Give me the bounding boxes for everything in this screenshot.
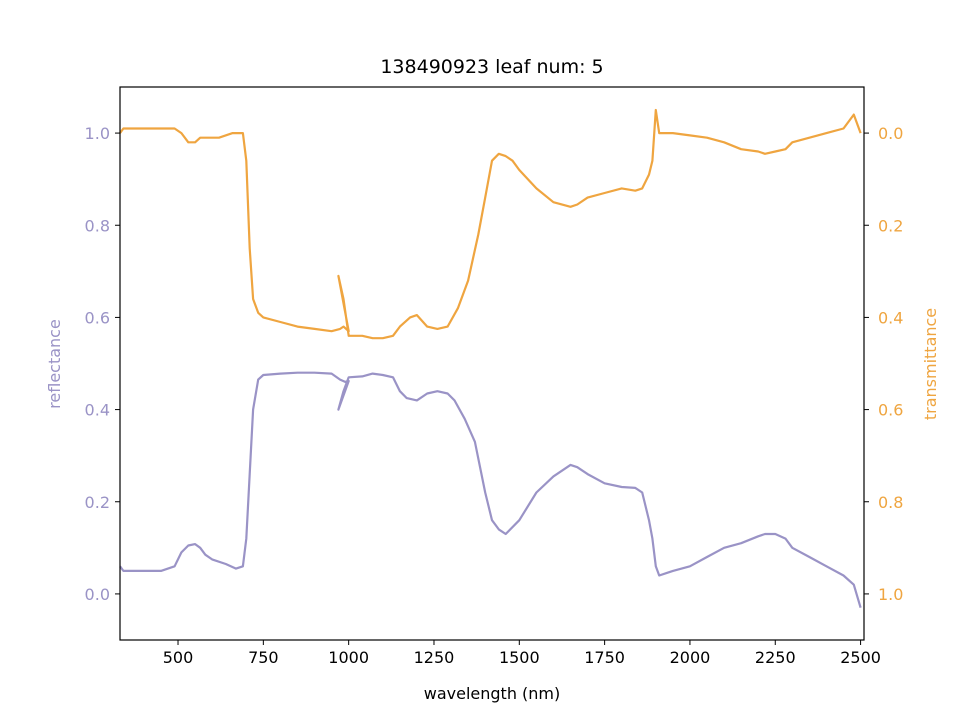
y2-tick-label: 0.0 [878, 124, 903, 143]
x-tick-label: 500 [163, 648, 194, 667]
chart-title: 138490923 leaf num: 5 [380, 56, 603, 78]
y-tick-label: 1.0 [85, 124, 110, 143]
x-tick-label: 1750 [584, 648, 625, 667]
y2-axis-ticks: 0.0 0.2 0.4 0.6 0.8 1.0 [864, 124, 903, 604]
x-axis-label: wavelength (nm) [424, 684, 561, 703]
x-tick-label: 1500 [499, 648, 540, 667]
x-tick-label: 2500 [840, 648, 881, 667]
y2-tick-label: 0.8 [878, 493, 903, 512]
y2-axis-label: transmittance [921, 308, 940, 420]
x-tick-label: 1250 [414, 648, 455, 667]
series-layer [119, 108, 862, 609]
y2-tick-label: 0.2 [878, 216, 903, 235]
y-tick-label: 0.6 [85, 308, 110, 327]
y-tick-label: 0.0 [85, 585, 110, 604]
y-tick-label: 0.4 [85, 401, 110, 420]
y-tick-label: 0.2 [85, 493, 110, 512]
x-tick-label: 1000 [328, 648, 369, 667]
y2-tick-label: 0.6 [878, 401, 903, 420]
series-line-reflectance [119, 371, 862, 609]
series-line-transmittance [119, 108, 862, 340]
y-tick-label: 0.8 [85, 216, 110, 235]
plot-frame [119, 86, 865, 641]
x-tick-label: 750 [248, 648, 279, 667]
y-axis-ticks: 0.0 0.2 0.4 0.6 0.8 1.0 [85, 124, 120, 604]
x-tick-label: 2000 [670, 648, 711, 667]
x-axis-ticks: 500 750 1000 1250 1500 1750 2000 2250 2500 [163, 640, 881, 667]
y2-tick-label: 0.4 [878, 308, 903, 327]
y2-tick-label: 1.0 [878, 585, 903, 604]
x-tick-label: 2250 [755, 648, 796, 667]
y-axis-label: reflectance [45, 319, 64, 409]
